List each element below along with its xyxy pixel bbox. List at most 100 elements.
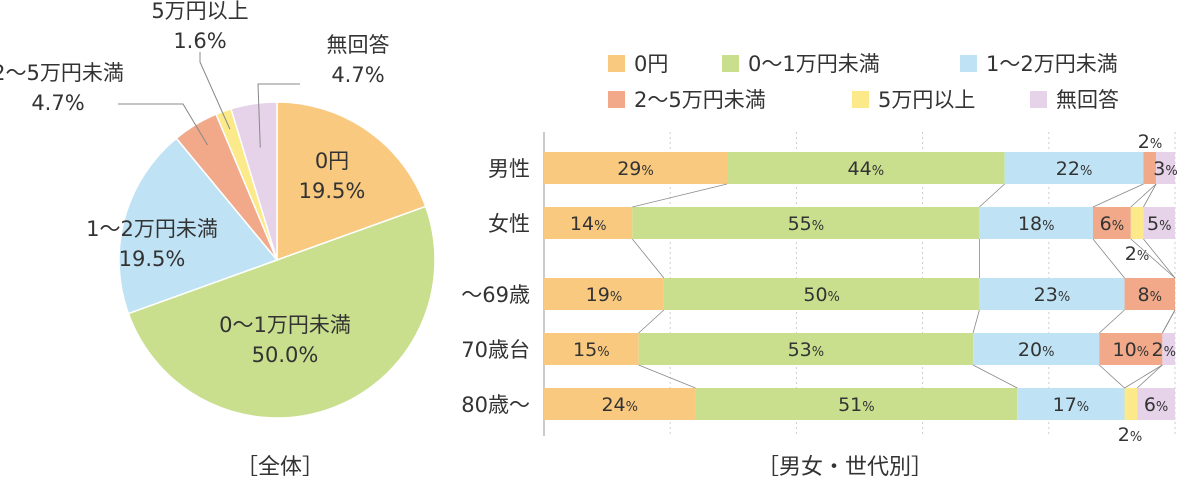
bar-value-1-3: 6% bbox=[1100, 213, 1124, 235]
bar-value-1-5: 5% bbox=[1147, 213, 1171, 235]
bar-value-4-2: 17% bbox=[1053, 394, 1090, 416]
bar-connector-3-2 bbox=[1099, 364, 1125, 389]
legend-label-5: 無回答 bbox=[1056, 88, 1119, 112]
legend-label-3: 2〜5万円未満 bbox=[634, 88, 766, 112]
bar-segment-0-3 bbox=[1143, 152, 1157, 184]
bar-segment-4-2 bbox=[1017, 388, 1125, 420]
bar-value-0-5: 3% bbox=[1153, 158, 1177, 180]
bar-connector-0-3 bbox=[1130, 183, 1157, 208]
pie-value-0: 19.5% bbox=[299, 179, 366, 203]
pie-slice-1 bbox=[127, 205, 436, 419]
bar-connector-3-4 bbox=[1136, 364, 1163, 389]
pie-slice-0 bbox=[276, 101, 427, 262]
bar-value-0-1: 44% bbox=[848, 158, 885, 180]
legend-swatch-4 bbox=[852, 91, 869, 108]
bar-category-label-3: 70歳台 bbox=[461, 338, 530, 362]
bar-value-3-3: 10% bbox=[1113, 339, 1150, 361]
bar-segment-0-1 bbox=[726, 152, 1005, 184]
bar-connector-1-0 bbox=[632, 238, 665, 279]
bar-value-0-2: 22% bbox=[1056, 158, 1093, 180]
bar-connector-0-0 bbox=[632, 183, 728, 208]
bar-segment-2-3 bbox=[1124, 278, 1175, 310]
bar-value-3-1: 53% bbox=[788, 339, 825, 361]
bar-connector-1-3 bbox=[1130, 238, 1176, 279]
bar-value-2-0: 19% bbox=[586, 284, 623, 306]
legend-label-2: 1〜2万円未満 bbox=[986, 52, 1118, 76]
bar-connector-0-1 bbox=[979, 183, 1005, 208]
bar-segment-0-5 bbox=[1156, 152, 1175, 184]
bar-connector-3-0 bbox=[638, 364, 696, 389]
bar-connector-1-4 bbox=[1143, 238, 1176, 279]
bar-connector-2-0 bbox=[638, 309, 665, 334]
bar-value-1-1: 55% bbox=[788, 213, 825, 235]
bar-segment-3-0 bbox=[544, 333, 639, 365]
bar-segment-0-0 bbox=[544, 152, 727, 184]
pie-leader-line-2 bbox=[257, 83, 300, 148]
legend-swatch-2 bbox=[960, 55, 977, 72]
pie-leader-line-1 bbox=[199, 52, 231, 130]
pie-value-4: 1.6% bbox=[173, 29, 226, 53]
bar-category-label-1: 女性 bbox=[488, 212, 530, 236]
pie-title: ［全体］ bbox=[236, 455, 324, 480]
bar-title: ［男女・世代別］ bbox=[757, 455, 933, 480]
bar-segment-3-1 bbox=[638, 333, 974, 365]
pie-label-3: 2〜5万円未満 bbox=[0, 61, 124, 85]
pie-label-5: 無回答 bbox=[327, 33, 390, 57]
bar-segment-4-5 bbox=[1137, 388, 1175, 420]
bar-segment-2-1 bbox=[663, 278, 980, 310]
legend-label-1: 0〜1万円未満 bbox=[748, 52, 880, 76]
bar-value-3-0: 15% bbox=[573, 339, 610, 361]
pie-chart bbox=[118, 101, 436, 419]
bar-segment-1-3 bbox=[1092, 207, 1131, 239]
legend-swatch-3 bbox=[608, 91, 625, 108]
pie-leader-line-0 bbox=[118, 103, 208, 146]
bar-connector-lines bbox=[632, 183, 1176, 389]
legend-label-4: 5万円以上 bbox=[878, 88, 975, 112]
bar-segment-1-0 bbox=[544, 207, 633, 239]
bar-segment-2-0 bbox=[544, 278, 664, 310]
bar-value-3-2: 20% bbox=[1018, 339, 1055, 361]
bar-value-0-0: 29% bbox=[617, 158, 654, 180]
legend: 0円 0〜1万円未満 1〜2万円未満 2〜5万円未満 5万円以上 無回答 bbox=[608, 52, 1119, 112]
bar-segment-3-3 bbox=[1099, 333, 1163, 365]
bar-value-1-2: 18% bbox=[1018, 213, 1055, 235]
bar-value-4-5: 6% bbox=[1144, 394, 1168, 416]
pie-value-3: 4.7% bbox=[31, 91, 84, 115]
pie-slice-5 bbox=[230, 101, 278, 261]
bar-segment-4-0 bbox=[544, 388, 696, 420]
bar-value-2-1: 50% bbox=[803, 284, 840, 306]
pie-value-2: 19.5% bbox=[119, 247, 186, 271]
bar-connector-3-3 bbox=[1124, 364, 1163, 389]
bar-segment-1-5 bbox=[1143, 207, 1175, 239]
bar-connector-2-1 bbox=[972, 309, 980, 334]
pie-slice-2 bbox=[118, 137, 279, 315]
bar-category-label-2: 〜69歳 bbox=[461, 283, 530, 307]
bar-segment-1-2 bbox=[979, 207, 1093, 239]
bar-value-4-1: 51% bbox=[838, 394, 875, 416]
bar-connector-2-2 bbox=[1099, 309, 1125, 334]
bar-value-0-3: 2% bbox=[1138, 131, 1162, 153]
bar-category-label-4: 80歳〜 bbox=[461, 393, 530, 417]
bar-segment-3-2 bbox=[973, 333, 1100, 365]
bar-value-1-0: 14% bbox=[570, 213, 607, 235]
pie-label-2: 1〜2万円未満 bbox=[86, 217, 218, 241]
bar-segment-0-2 bbox=[1004, 152, 1144, 184]
bar-connector-2-4 bbox=[1162, 309, 1176, 334]
pie-label-0: 0円 bbox=[315, 149, 349, 173]
pie-value-1: 50.0% bbox=[252, 343, 319, 367]
bar-value-4-0: 24% bbox=[601, 394, 638, 416]
bar-connector-0-4 bbox=[1143, 183, 1157, 208]
bar-segment-1-1 bbox=[632, 207, 980, 239]
legend-swatch-1 bbox=[722, 55, 739, 72]
bar-value-2-3: 8% bbox=[1138, 284, 1162, 306]
pie-value-5: 4.7% bbox=[331, 63, 384, 87]
legend-swatch-5 bbox=[1030, 91, 1047, 108]
pie-labels: 0円 19.5% 0〜1万円未満 50.0% 1〜2万円未満 19.5% 2〜5万円未満 4.… bbox=[0, 0, 390, 367]
bar-value-3-5: 2% bbox=[1152, 339, 1176, 361]
pie-label-1: 0〜1万円未満 bbox=[219, 313, 351, 337]
bar-connector-3-1 bbox=[972, 364, 1018, 389]
bar-segment-4-4 bbox=[1124, 388, 1138, 420]
bar-segment-4-1 bbox=[695, 388, 1018, 420]
bar-segment-2-2 bbox=[979, 278, 1125, 310]
